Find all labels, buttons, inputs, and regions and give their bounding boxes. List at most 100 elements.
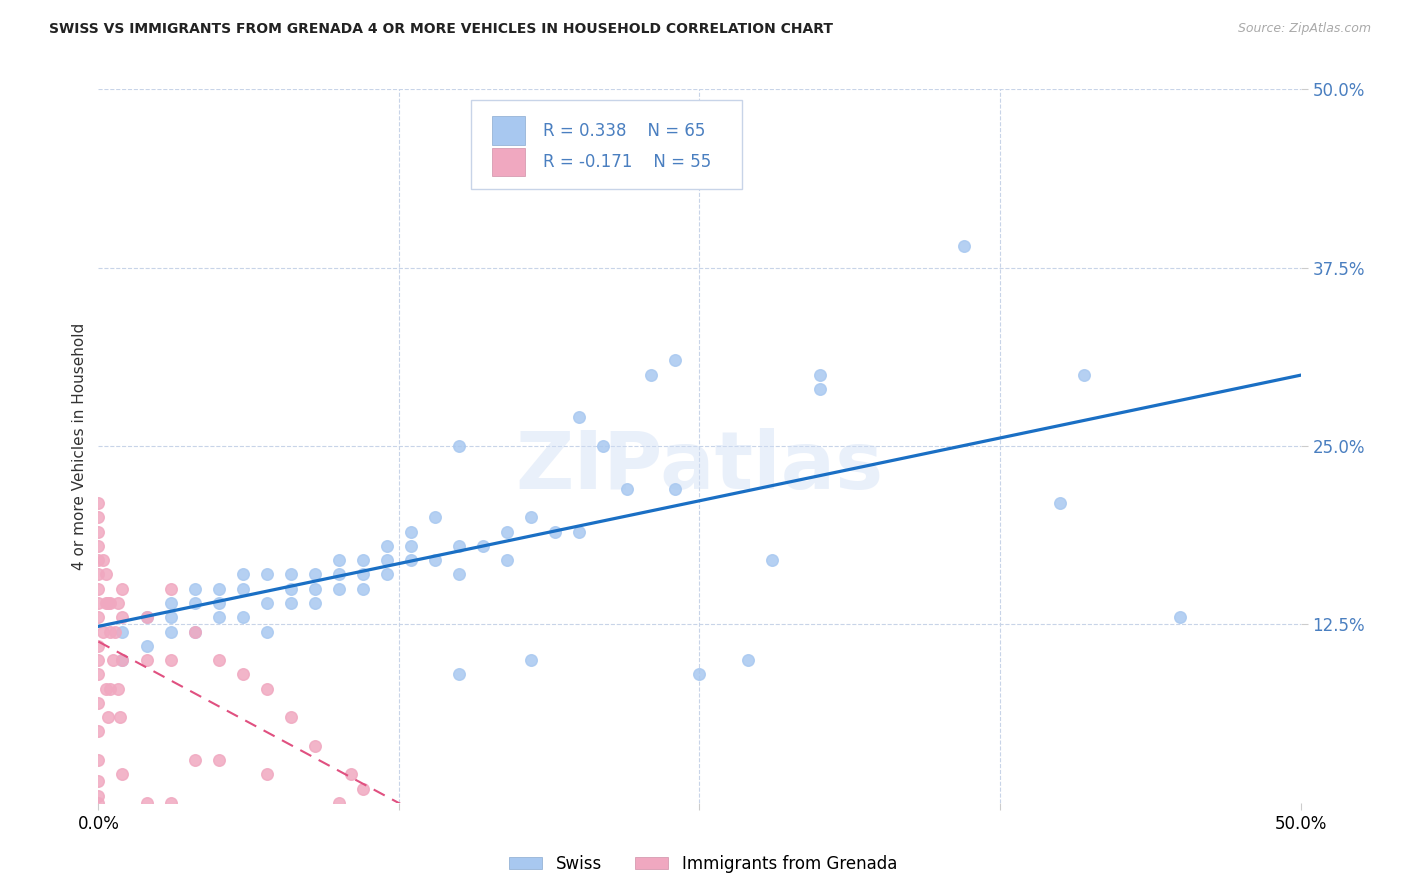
Point	[87, 796, 110, 810]
Point	[100, 596, 122, 610]
Point	[1073, 368, 1095, 382]
Point	[94, 596, 117, 610]
Point	[256, 681, 278, 696]
Point	[111, 767, 134, 781]
Point	[232, 610, 254, 624]
Point	[87, 567, 110, 582]
Point	[399, 539, 422, 553]
Point	[953, 239, 976, 253]
Point	[159, 582, 181, 596]
Point	[399, 553, 422, 567]
Point	[447, 439, 470, 453]
Point	[87, 610, 110, 624]
Point	[135, 796, 157, 810]
Text: SWISS VS IMMIGRANTS FROM GRENADA 4 OR MORE VEHICLES IN HOUSEHOLD CORRELATION CHA: SWISS VS IMMIGRANTS FROM GRENADA 4 OR MO…	[49, 22, 834, 37]
Point	[496, 553, 519, 567]
Point	[91, 624, 114, 639]
Point	[689, 667, 711, 681]
Point	[108, 710, 131, 724]
Point	[111, 624, 134, 639]
Point	[100, 681, 122, 696]
Point	[352, 553, 374, 567]
Point	[1049, 496, 1071, 510]
Point	[183, 624, 205, 639]
Point	[472, 539, 495, 553]
Point	[375, 553, 398, 567]
Text: R = -0.171    N = 55: R = -0.171 N = 55	[543, 153, 711, 171]
Point	[352, 781, 374, 796]
FancyBboxPatch shape	[471, 100, 741, 189]
Point	[375, 539, 398, 553]
Point	[352, 567, 374, 582]
Point	[256, 624, 278, 639]
Point	[87, 789, 110, 803]
Point	[135, 610, 157, 624]
Point	[232, 582, 254, 596]
Point	[111, 610, 134, 624]
Point	[280, 596, 302, 610]
Legend: Swiss, Immigrants from Grenada: Swiss, Immigrants from Grenada	[502, 848, 904, 880]
Point	[304, 596, 326, 610]
Point	[280, 582, 302, 596]
Point	[183, 624, 205, 639]
Point	[208, 610, 231, 624]
Point	[423, 510, 446, 524]
Point	[256, 567, 278, 582]
FancyBboxPatch shape	[492, 148, 526, 177]
Point	[256, 596, 278, 610]
Point	[304, 582, 326, 596]
Point	[87, 553, 110, 567]
Point	[328, 567, 350, 582]
Point	[97, 710, 120, 724]
Point	[97, 596, 120, 610]
Point	[568, 410, 591, 425]
Point	[135, 639, 157, 653]
Point	[87, 539, 110, 553]
Point	[208, 596, 231, 610]
Point	[808, 368, 831, 382]
Point	[592, 439, 614, 453]
Point	[87, 774, 110, 789]
Point	[520, 653, 543, 667]
Point	[280, 710, 302, 724]
Point	[232, 667, 254, 681]
Point	[107, 596, 129, 610]
Point	[183, 596, 205, 610]
Point	[447, 567, 470, 582]
Point	[94, 567, 117, 582]
Point	[135, 653, 157, 667]
Point	[568, 524, 591, 539]
Point	[664, 482, 686, 496]
Point	[761, 553, 783, 567]
Point	[375, 567, 398, 582]
Point	[352, 582, 374, 596]
Point	[544, 524, 567, 539]
Point	[111, 653, 134, 667]
Text: R = 0.338    N = 65: R = 0.338 N = 65	[543, 121, 706, 139]
Point	[135, 610, 157, 624]
Point	[520, 510, 543, 524]
Point	[87, 653, 110, 667]
Point	[159, 624, 181, 639]
Point	[328, 796, 350, 810]
Point	[87, 753, 110, 767]
Point	[232, 567, 254, 582]
Point	[808, 382, 831, 396]
Point	[111, 582, 134, 596]
Y-axis label: 4 or more Vehicles in Household: 4 or more Vehicles in Household	[72, 322, 87, 570]
Point	[87, 667, 110, 681]
Point	[159, 610, 181, 624]
Point	[496, 524, 519, 539]
Point	[91, 553, 114, 567]
Point	[183, 582, 205, 596]
Point	[94, 681, 117, 696]
Point	[87, 582, 110, 596]
Point	[328, 582, 350, 596]
Point	[159, 796, 181, 810]
Point	[340, 767, 363, 781]
Point	[399, 524, 422, 539]
Point	[447, 667, 470, 681]
Point	[87, 724, 110, 739]
Point	[107, 681, 129, 696]
Point	[159, 596, 181, 610]
